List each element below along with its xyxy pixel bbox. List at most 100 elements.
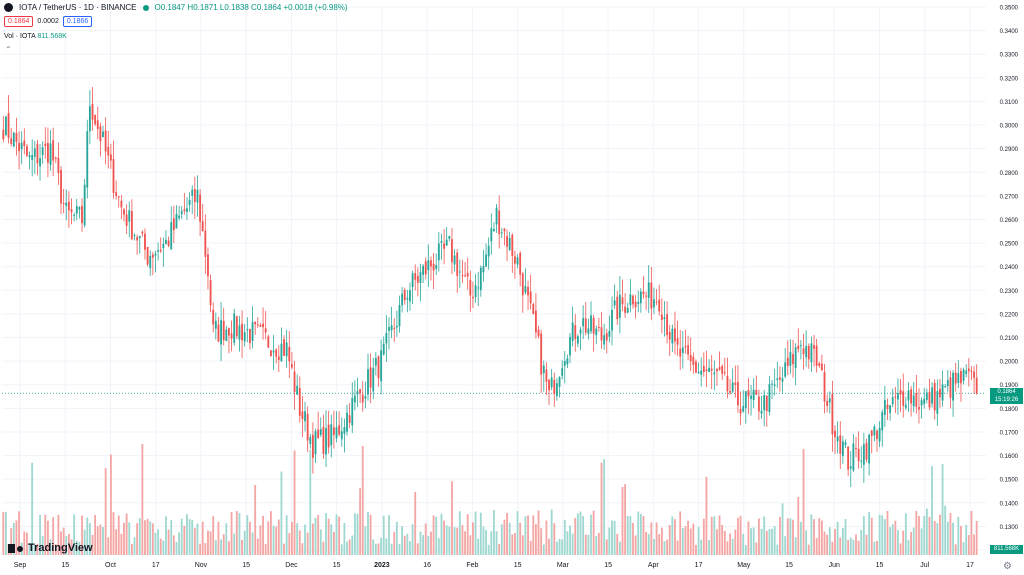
price-tick-label: 0.3300 bbox=[1000, 53, 1019, 59]
time-tick-label: 15 bbox=[61, 562, 69, 569]
candle-body bbox=[94, 115, 97, 125]
volume-bar bbox=[225, 523, 228, 555]
candle-body bbox=[603, 335, 606, 345]
candle-body bbox=[277, 356, 280, 360]
candle-body bbox=[141, 231, 144, 234]
candle-body bbox=[225, 329, 228, 342]
volume-bar bbox=[246, 515, 249, 555]
volume-bar bbox=[773, 526, 776, 555]
volume-bar bbox=[944, 505, 947, 555]
volume-bar bbox=[403, 535, 406, 555]
volume-bar bbox=[170, 519, 173, 555]
candle-body bbox=[744, 391, 747, 409]
volume-bar bbox=[136, 523, 139, 555]
volume-bar bbox=[852, 539, 855, 555]
tradingview-logo[interactable]: TradingView bbox=[8, 542, 93, 554]
candle-body bbox=[954, 372, 957, 384]
volume-bar bbox=[519, 522, 522, 555]
candle-body bbox=[31, 155, 34, 160]
volume-bar bbox=[49, 539, 52, 555]
grid-lines bbox=[2, 6, 986, 555]
bid-button[interactable]: 0.1864 bbox=[4, 16, 34, 27]
candle-body bbox=[364, 396, 367, 399]
candle-body bbox=[2, 129, 5, 140]
volume-bar bbox=[794, 537, 797, 555]
volume-bar bbox=[424, 523, 427, 555]
volume-bar bbox=[104, 468, 107, 555]
candle-body bbox=[516, 257, 519, 265]
volume-bar bbox=[802, 448, 805, 555]
volume-bar bbox=[390, 543, 393, 555]
volume-bar bbox=[445, 525, 448, 555]
candle-body bbox=[708, 367, 710, 372]
candle-body bbox=[469, 279, 472, 296]
volume-bar bbox=[576, 513, 579, 555]
volume-bar bbox=[254, 484, 257, 555]
volume-bar bbox=[608, 527, 611, 555]
candle-body bbox=[912, 395, 915, 407]
candle-body bbox=[356, 391, 359, 395]
price-axis[interactable]: 0.3500 0.3400 0.3300 0.3200 0.3100 0.3000 0.29… bbox=[1000, 6, 1019, 555]
time-axis[interactable]: Sep 15 Oct 17 Nov 15 Dec 15 2023 16 Feb 15 Mar 15 Apr 1… bbox=[14, 562, 974, 569]
candle-body bbox=[815, 345, 818, 366]
volume-bar bbox=[734, 529, 737, 555]
collapse-legend-icon[interactable]: ⌃ bbox=[5, 45, 12, 54]
candle-body bbox=[839, 435, 842, 454]
volume-bar bbox=[637, 511, 640, 555]
volume-bar bbox=[361, 446, 364, 555]
volume-bar bbox=[157, 529, 160, 555]
volume-bar bbox=[666, 539, 669, 555]
volume-bar bbox=[645, 531, 648, 555]
candle-body bbox=[70, 209, 73, 213]
volume-bar bbox=[485, 530, 487, 555]
candle-body bbox=[695, 361, 697, 373]
candle-body bbox=[267, 336, 270, 348]
price-tick-label: 0.1700 bbox=[1000, 430, 1019, 436]
volume-bar bbox=[46, 520, 49, 555]
volume-bar bbox=[264, 543, 267, 555]
candle-body bbox=[335, 427, 338, 439]
candle-body bbox=[178, 215, 181, 219]
volume-bar bbox=[660, 527, 663, 555]
candle-body bbox=[687, 345, 690, 355]
volume-label: Vol · IOTA bbox=[4, 33, 36, 40]
candle-body bbox=[424, 261, 427, 275]
price-tick-label: 0.1800 bbox=[1000, 407, 1019, 413]
volume-bar bbox=[695, 544, 697, 555]
volume-bar bbox=[731, 538, 734, 555]
time-tick-label: Nov bbox=[195, 562, 208, 569]
candle-body bbox=[301, 411, 304, 420]
candle-body bbox=[149, 255, 152, 269]
candle-body bbox=[477, 287, 480, 289]
candle-body bbox=[962, 369, 965, 381]
candle-body bbox=[416, 275, 419, 283]
candle-body bbox=[283, 339, 285, 356]
volume-bar bbox=[828, 527, 831, 555]
time-tick-label: Feb bbox=[466, 562, 478, 569]
volume-bar bbox=[663, 541, 666, 555]
candle-body bbox=[731, 382, 734, 392]
candle-body bbox=[458, 271, 461, 273]
symbol-title[interactable]: IOTA / TetherUS · 1D · BINANCE bbox=[19, 3, 137, 12]
volume-bar bbox=[309, 449, 312, 555]
settings-gear-icon[interactable]: ⚙ bbox=[1003, 561, 1012, 572]
volume-bar bbox=[193, 528, 196, 555]
volume-bar bbox=[235, 511, 238, 555]
volume-bar bbox=[144, 520, 146, 555]
volume-bar bbox=[207, 530, 209, 555]
candle-body bbox=[498, 210, 501, 235]
volume-legend[interactable]: Vol · IOTA 811.568K bbox=[4, 33, 67, 40]
volume-bar bbox=[461, 525, 464, 555]
volume-bar bbox=[112, 512, 115, 555]
volume-bar bbox=[755, 542, 758, 555]
volume-bar bbox=[687, 520, 690, 555]
volume-bar bbox=[632, 523, 634, 555]
ask-button[interactable]: 0.1866 bbox=[62, 16, 93, 27]
volume-bar bbox=[159, 538, 162, 555]
price-tick-label: 0.1500 bbox=[1000, 478, 1019, 484]
candle-body bbox=[406, 297, 409, 300]
volume-bar bbox=[684, 526, 687, 555]
spread-value: 0.0002 bbox=[37, 18, 59, 25]
volume-bar bbox=[388, 515, 390, 555]
